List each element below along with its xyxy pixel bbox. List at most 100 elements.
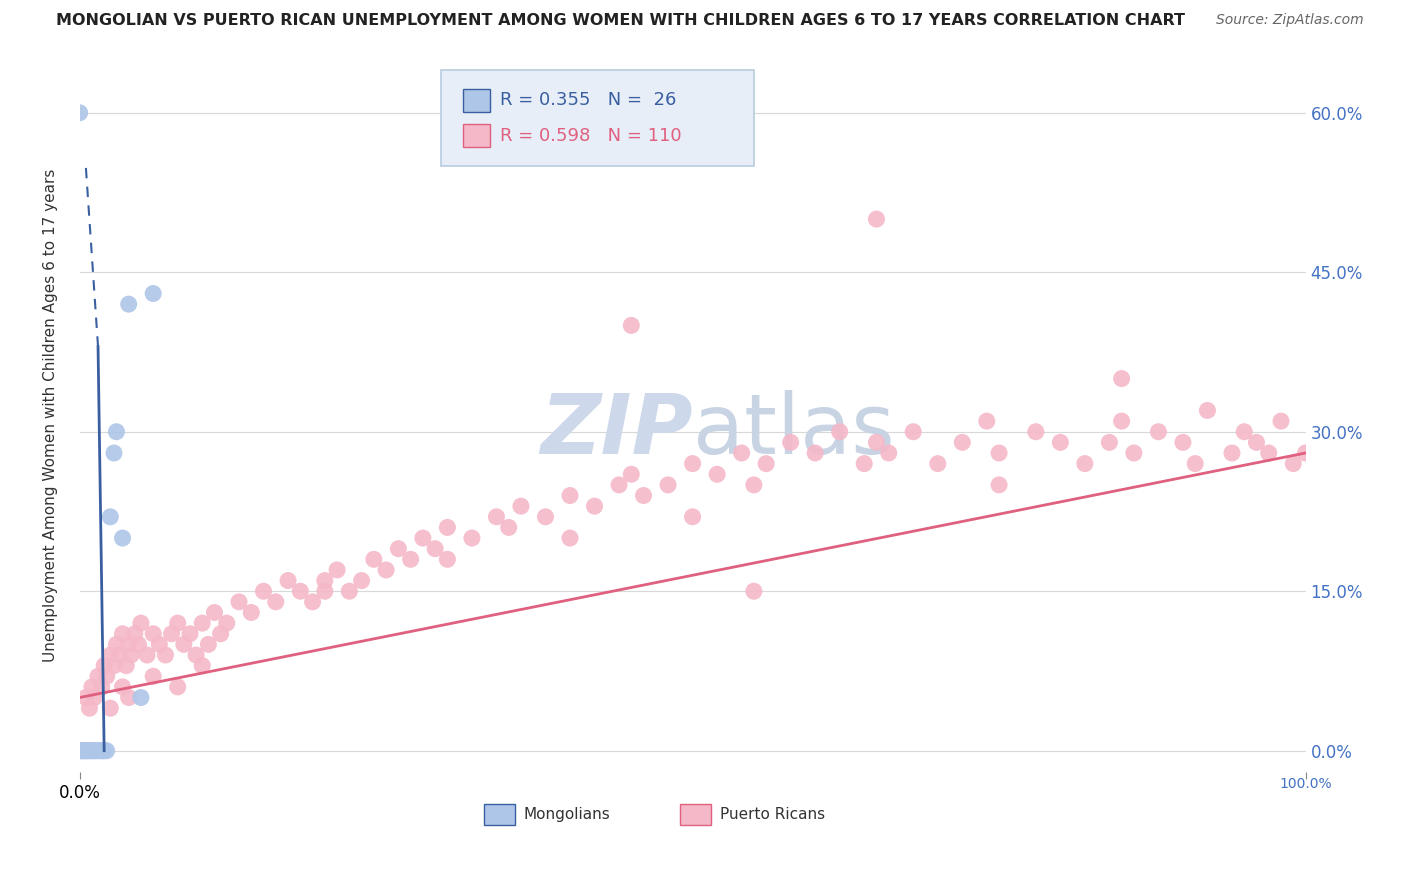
Text: Mongolians: Mongolians bbox=[523, 807, 610, 822]
Point bbox=[865, 212, 887, 227]
Point bbox=[1257, 446, 1279, 460]
Point bbox=[1270, 414, 1292, 428]
Point bbox=[1025, 425, 1047, 439]
Point bbox=[70, 744, 93, 758]
Point bbox=[1184, 457, 1206, 471]
Point bbox=[80, 744, 103, 758]
Point bbox=[1049, 435, 1071, 450]
Point bbox=[111, 531, 134, 545]
Point bbox=[412, 531, 434, 545]
Point bbox=[98, 648, 121, 662]
Point bbox=[375, 563, 398, 577]
Point bbox=[77, 744, 100, 758]
Point bbox=[209, 626, 232, 640]
Point bbox=[950, 435, 973, 450]
Point bbox=[124, 626, 146, 640]
Point bbox=[197, 637, 219, 651]
Point bbox=[277, 574, 299, 588]
Point bbox=[657, 478, 679, 492]
Bar bbox=[464, 89, 491, 112]
Point bbox=[988, 478, 1011, 492]
Point bbox=[240, 606, 263, 620]
Point bbox=[105, 637, 128, 651]
Point bbox=[80, 744, 103, 758]
Point bbox=[865, 435, 887, 450]
Point bbox=[80, 680, 103, 694]
Point bbox=[583, 499, 606, 513]
Point bbox=[111, 626, 134, 640]
Point bbox=[191, 616, 214, 631]
Point bbox=[436, 520, 458, 534]
Point bbox=[136, 648, 159, 662]
Point bbox=[363, 552, 385, 566]
Point bbox=[129, 690, 152, 705]
Point bbox=[93, 744, 115, 758]
Point bbox=[1220, 446, 1243, 460]
Point bbox=[142, 626, 165, 640]
Text: R = 0.598   N = 110: R = 0.598 N = 110 bbox=[501, 127, 682, 145]
Point bbox=[853, 457, 876, 471]
Point bbox=[70, 744, 93, 758]
Point bbox=[173, 637, 195, 651]
Point bbox=[73, 744, 96, 758]
Point bbox=[301, 595, 323, 609]
Point bbox=[75, 690, 97, 705]
Point bbox=[127, 637, 149, 651]
Point bbox=[83, 744, 105, 758]
Point bbox=[534, 509, 557, 524]
Point bbox=[607, 478, 630, 492]
Point bbox=[682, 457, 704, 471]
Point bbox=[111, 680, 134, 694]
Point bbox=[988, 446, 1011, 460]
Point bbox=[1197, 403, 1219, 417]
Text: Puerto Ricans: Puerto Ricans bbox=[720, 807, 825, 822]
Point bbox=[148, 637, 170, 651]
Point bbox=[129, 616, 152, 631]
Point bbox=[142, 669, 165, 683]
Point bbox=[179, 626, 201, 640]
Point bbox=[91, 744, 114, 758]
Point bbox=[755, 457, 778, 471]
Point bbox=[155, 648, 177, 662]
Point bbox=[927, 457, 949, 471]
Text: ZIP: ZIP bbox=[540, 390, 693, 471]
Point bbox=[79, 744, 101, 758]
Point bbox=[326, 563, 349, 577]
Point bbox=[1147, 425, 1170, 439]
Point bbox=[75, 744, 97, 758]
Point bbox=[706, 467, 728, 482]
Point bbox=[89, 744, 111, 758]
Text: R = 0.355   N =  26: R = 0.355 N = 26 bbox=[501, 91, 676, 109]
Point bbox=[191, 658, 214, 673]
Point bbox=[1233, 425, 1256, 439]
Point bbox=[804, 446, 827, 460]
Point bbox=[69, 105, 91, 120]
Bar bbox=[484, 804, 515, 825]
Point bbox=[828, 425, 851, 439]
Point bbox=[93, 658, 115, 673]
Point bbox=[105, 425, 128, 439]
Point bbox=[314, 574, 336, 588]
Y-axis label: Unemployment Among Women with Children Ages 6 to 17 years: Unemployment Among Women with Children A… bbox=[44, 169, 58, 663]
Point bbox=[228, 595, 250, 609]
Point bbox=[314, 584, 336, 599]
Point bbox=[72, 744, 94, 758]
Point bbox=[423, 541, 446, 556]
Point bbox=[1171, 435, 1194, 450]
Point bbox=[1246, 435, 1268, 450]
Point bbox=[252, 584, 274, 599]
Point bbox=[436, 552, 458, 566]
Point bbox=[264, 595, 287, 609]
Text: MONGOLIAN VS PUERTO RICAN UNEMPLOYMENT AMONG WOMEN WITH CHILDREN AGES 6 TO 17 YE: MONGOLIAN VS PUERTO RICAN UNEMPLOYMENT A… bbox=[56, 13, 1185, 29]
Point bbox=[118, 637, 141, 651]
Point bbox=[83, 690, 105, 705]
Point bbox=[115, 658, 138, 673]
Point bbox=[108, 648, 131, 662]
Point bbox=[98, 701, 121, 715]
Point bbox=[387, 541, 409, 556]
Point bbox=[90, 744, 112, 758]
Point bbox=[84, 744, 107, 758]
Text: atlas: atlas bbox=[693, 390, 894, 471]
Point bbox=[742, 584, 765, 599]
FancyBboxPatch shape bbox=[441, 70, 754, 167]
